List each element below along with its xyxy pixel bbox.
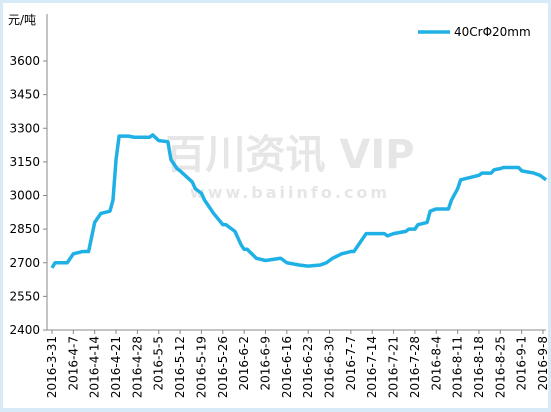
- x-tick-label: 2016-6-30: [323, 336, 337, 398]
- x-tick-label: 2016-6-9: [258, 336, 272, 390]
- x-tick-label: 2016-9-1: [515, 336, 529, 390]
- x-tick-label: 2016-8-18: [472, 336, 486, 398]
- chart-area: [3, 3, 548, 408]
- legend-label: 40CrΦ20mm: [454, 25, 531, 39]
- y-tick-label: 3150: [9, 155, 40, 169]
- x-tick-label: 2016-4-14: [88, 336, 102, 398]
- x-tick-label: 2016-8-4: [429, 336, 443, 390]
- x-tick-label: 2016-6-23: [301, 336, 315, 398]
- x-tick-label: 2016-9-8: [536, 336, 550, 390]
- y-tick-label: 3300: [9, 121, 40, 135]
- x-tick-label: 2016-7-28: [408, 336, 422, 398]
- x-tick-label: 2016-7-14: [365, 336, 379, 398]
- x-tick-label: 2016-6-16: [280, 336, 294, 398]
- y-tick-label: 3600: [9, 54, 40, 68]
- x-tick-label: 2016-8-11: [451, 336, 465, 398]
- x-tick-label: 2016-3-31: [45, 336, 59, 398]
- y-tick-label: 3000: [9, 189, 40, 203]
- x-tick-label: 2016-5-19: [194, 336, 208, 398]
- y-tick-label: 2400: [9, 323, 40, 337]
- watermark-url: www.baiinfo.com: [190, 183, 390, 202]
- x-tick-label: 2016-5-5: [152, 336, 166, 390]
- x-tick-label: 2016-4-21: [109, 336, 123, 398]
- y-tick-label: 2850: [9, 222, 40, 236]
- x-tick-label: 2016-4-28: [130, 336, 144, 398]
- x-tick-label: 2016-6-2: [237, 336, 251, 390]
- x-tick-label: 2016-5-26: [216, 336, 230, 398]
- x-tick-label: 2016-5-12: [173, 336, 187, 398]
- series-line: [50, 133, 548, 269]
- x-tick-label: 2016-8-25: [493, 336, 507, 398]
- y-axis-label: 元/吨: [8, 13, 36, 27]
- x-tick-label: 2016-7-21: [387, 336, 401, 398]
- y-tick-label: 2550: [9, 289, 40, 303]
- x-tick-label: 2016-7-7: [344, 336, 358, 390]
- y-tick-label: 3450: [9, 88, 40, 102]
- watermark: 百川资讯 VIP: [165, 132, 414, 178]
- y-tick-label: 2700: [9, 256, 40, 270]
- x-tick-label: 2016-4-7: [66, 336, 80, 390]
